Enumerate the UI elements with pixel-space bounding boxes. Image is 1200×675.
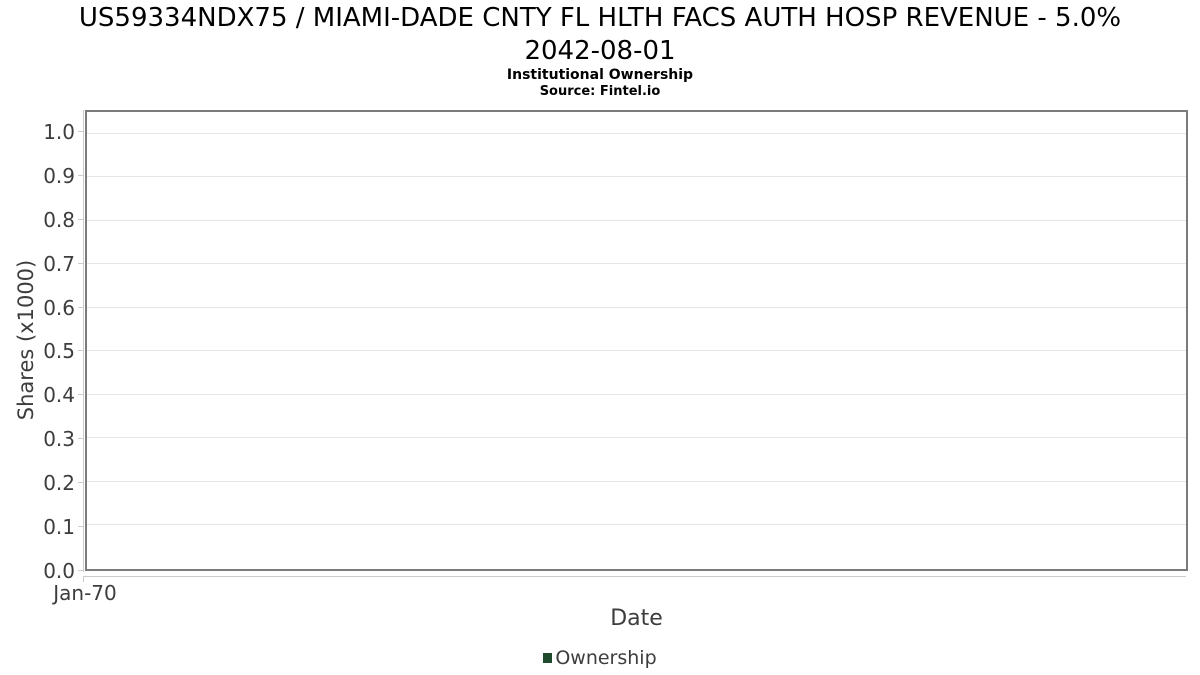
y-gridline: [87, 393, 1186, 395]
plot-area: [85, 110, 1188, 571]
x-tick-label: Jan-70: [53, 581, 117, 605]
y-tick-label: 0.2: [43, 471, 75, 496]
y-tick-mark: [78, 394, 83, 396]
y-tick-mark: [78, 526, 83, 528]
legend-item-ownership[interactable]: Ownership: [543, 646, 657, 670]
y-gridline: [87, 263, 1186, 265]
y-tick-label: 0.8: [43, 207, 75, 232]
y-tick-label: 0.7: [43, 251, 75, 276]
x-axis-title: Date: [610, 606, 663, 631]
y-gridline: [87, 219, 1186, 221]
y-tick-mark: [78, 350, 83, 352]
y-tick-mark: [78, 130, 83, 132]
y-gridline: [87, 480, 1186, 482]
y-gridline: [87, 524, 1186, 526]
chart-source-note: Source: Fintel.io: [539, 84, 661, 99]
y-tick-mark: [78, 482, 83, 484]
y-tick-label: 0.1: [43, 515, 75, 540]
y-tick-mark: [78, 306, 83, 308]
y-tick-label: 0.9: [43, 163, 75, 188]
legend: Ownership: [0, 646, 1200, 670]
y-gridline: [87, 350, 1186, 352]
x-axis-line: [83, 576, 1186, 577]
y-gridline: [87, 132, 1186, 134]
chart-title-line2: 2042-08-01: [524, 36, 676, 66]
y-tick-mark: [78, 218, 83, 220]
y-axis-line: [83, 110, 84, 572]
y-tick-label: 0.5: [43, 339, 75, 364]
y-tick-mark: [78, 262, 83, 264]
legend-swatch-icon: [543, 653, 553, 663]
x-tick-mark: [83, 577, 84, 582]
y-tick-label: 1.0: [43, 119, 75, 144]
y-gridline: [87, 437, 1186, 439]
legend-label: Ownership: [555, 647, 657, 669]
y-tick-mark: [78, 438, 83, 440]
y-tick-mark: [78, 174, 83, 176]
y-tick-label: 0.6: [43, 295, 75, 320]
y-axis: 0.0 0.1 0.2 0.3 0.4 0.5 0.6 0.7 0.8 0.9 1.0: [0, 110, 85, 581]
y-tick-label: 0.0: [43, 559, 75, 583]
y-tick-label: 0.4: [43, 383, 75, 408]
y-tick-label: 0.3: [43, 427, 75, 452]
chart-subtitle: Institutional Ownership: [506, 67, 694, 83]
chart-title-line1: US59334NDX75 / MIAMI-DADE CNTY FL HLTH F…: [78, 3, 1122, 33]
y-tick-mark: [78, 570, 83, 571]
y-gridline: [87, 176, 1186, 178]
y-gridline: [87, 306, 1186, 308]
